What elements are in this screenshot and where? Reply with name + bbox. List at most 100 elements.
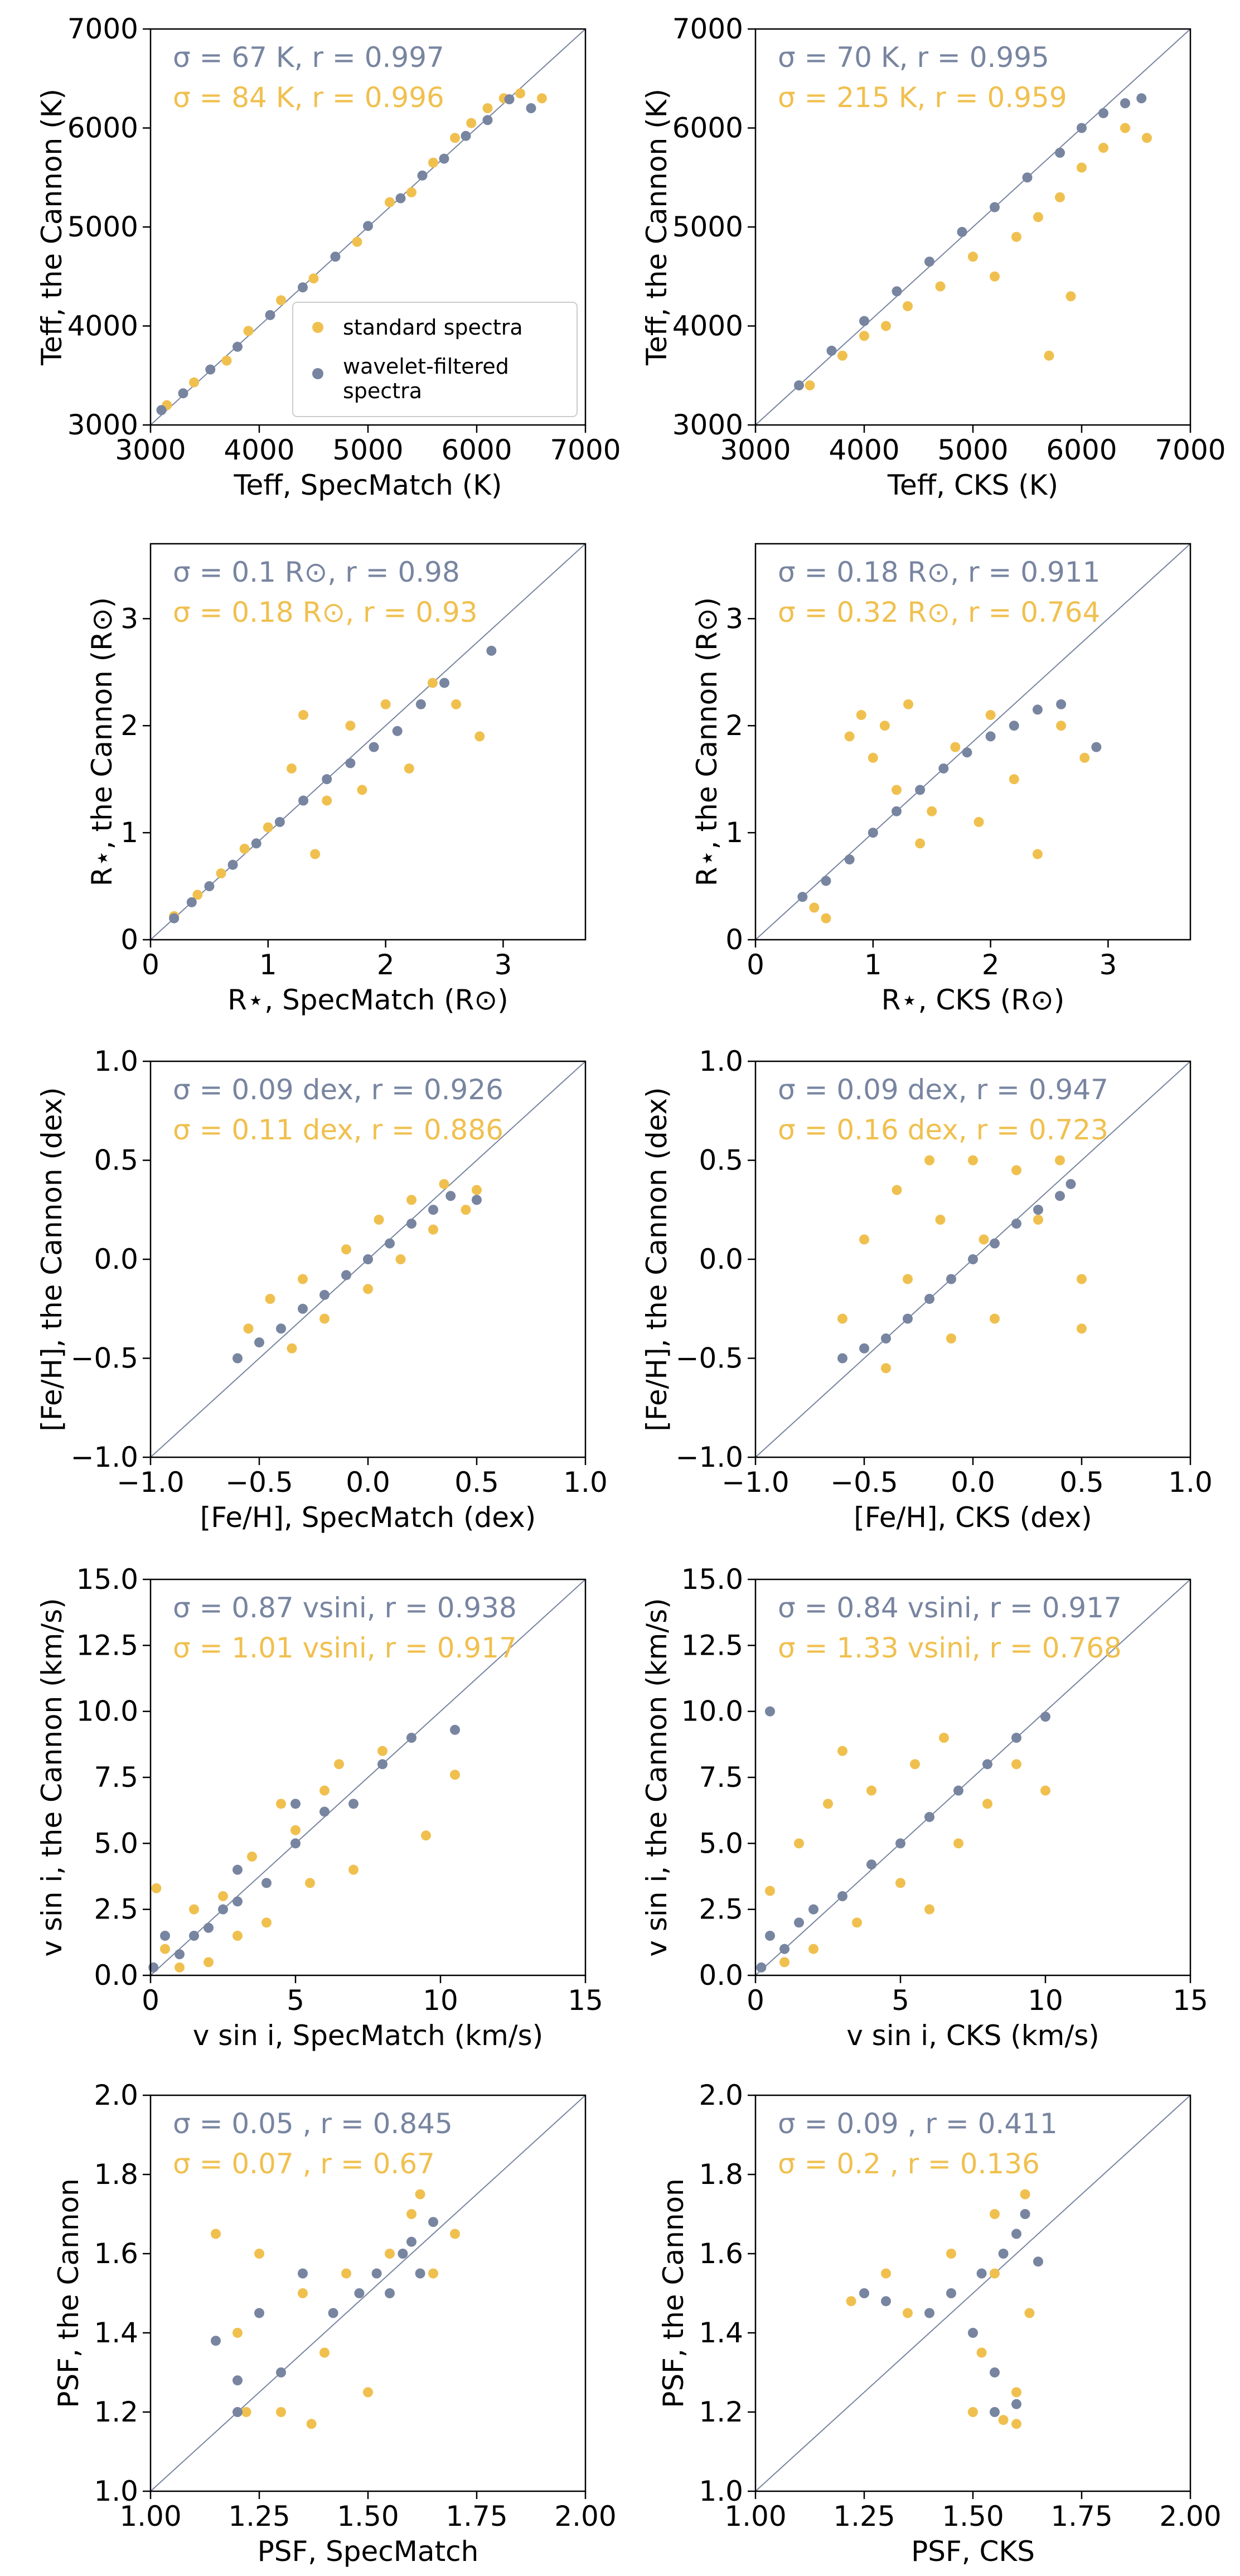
data-point [472, 1185, 482, 1195]
stats-wavelet: σ = 0.18 R⊙, r = 0.911 [778, 556, 1100, 588]
x-tick-label: 10 [423, 1984, 458, 2017]
data-point [160, 1944, 170, 1954]
y-tick-label: 7000 [672, 13, 743, 45]
y-tick-label: 0.0 [94, 1959, 138, 1992]
series-standard [837, 1155, 1087, 1374]
y-tick-label: −1.0 [71, 1441, 138, 1473]
data-point [924, 1904, 934, 1915]
one-to-one-line [755, 1579, 1191, 1976]
data-point [322, 774, 332, 785]
panel-psf-specmatch: 1.00 1.25 1.50 1.75 2.00 1.0 1.2 1.4 1.6 1.8 2.0 PS… [52, 2079, 617, 2568]
data-point [1077, 1323, 1087, 1334]
data-point [837, 1353, 847, 1364]
data-point [276, 1799, 286, 1809]
x-tick-label: 0.0 [951, 1466, 995, 1499]
data-point [369, 742, 379, 752]
data-point [1077, 1274, 1087, 1284]
data-point [1011, 2229, 1021, 2239]
data-point [881, 321, 891, 331]
series-standard [211, 2189, 460, 2429]
data-point [859, 2288, 869, 2298]
x-tick-label: −1.0 [117, 1466, 184, 1499]
data-point [306, 2419, 317, 2429]
data-point [794, 380, 804, 390]
y-tick-label: 5.0 [94, 1827, 138, 1859]
data-point [186, 897, 197, 907]
series-standard [765, 1733, 1050, 1968]
series-wavelet [859, 2209, 1043, 2417]
legend-marker-standard [312, 322, 323, 333]
data-point [968, 2328, 978, 2338]
data-point [205, 364, 216, 375]
data-point [846, 2296, 856, 2307]
data-point [881, 1333, 891, 1343]
data-point [363, 1254, 373, 1264]
data-point [809, 902, 820, 913]
y-tick-label: 2 [120, 709, 138, 742]
y-tick-label: 10.0 [681, 1695, 743, 1728]
series-standard [805, 123, 1152, 390]
y-tick-label: 2.0 [699, 2079, 743, 2111]
y-tick-label: 0 [120, 924, 138, 956]
data-point [1033, 212, 1043, 223]
x-tick-label: 5000 [937, 434, 1008, 466]
data-point [232, 1353, 243, 1364]
x-tick-label: 0.0 [346, 1466, 390, 1499]
data-point [892, 286, 902, 297]
data-point [243, 326, 254, 336]
data-point [1020, 2189, 1030, 2200]
one-to-one-line [150, 2095, 586, 2492]
data-point [482, 115, 493, 125]
stats-standard: σ = 0.32 R⊙, r = 0.764 [778, 596, 1100, 629]
x-tick-label: 3000 [720, 434, 791, 466]
data-point [450, 133, 460, 143]
data-point [218, 1891, 228, 1901]
x-tick-label: 4000 [829, 434, 899, 466]
data-point [254, 1337, 264, 1348]
data-point [232, 1896, 243, 1907]
data-point [1009, 774, 1019, 785]
data-point [439, 1179, 449, 1190]
y-axis-label: Teff, the Cannon (K) [641, 89, 673, 366]
y-tick-label: 6000 [67, 112, 138, 144]
x-tick-label: 3 [495, 949, 512, 981]
data-point [946, 1333, 956, 1343]
data-point [903, 301, 913, 311]
data-point [406, 1733, 416, 1743]
data-point [973, 816, 984, 827]
y-tick-label: 1.0 [94, 1045, 138, 1077]
x-tick-label: 4000 [224, 434, 294, 466]
y-tick-label: 1.2 [699, 2396, 743, 2428]
y-tick-label: 0.5 [699, 1144, 743, 1177]
data-point [881, 2268, 891, 2279]
data-point [976, 2347, 987, 2358]
y-tick-label: 12.5 [681, 1629, 743, 1661]
data-point [1098, 143, 1108, 153]
data-point [385, 2249, 395, 2259]
series-wavelet [797, 699, 1102, 902]
data-point [461, 1205, 471, 1215]
data-point [211, 2336, 221, 2346]
data-point [305, 1878, 315, 1888]
data-point [461, 131, 471, 141]
x-tick-label: −0.5 [225, 1466, 293, 1499]
data-point [385, 197, 395, 207]
data-point [1032, 849, 1043, 859]
data-point [428, 1224, 438, 1235]
x-tick-label: 2 [377, 949, 395, 981]
data-point [151, 1883, 162, 1893]
data-point [352, 236, 362, 247]
x-tick-label: 0 [747, 1984, 764, 2017]
data-point [406, 2209, 416, 2219]
data-point [968, 1155, 978, 1166]
stats-standard: σ = 84 K, r = 0.996 [173, 81, 444, 114]
data-point [866, 1859, 876, 1870]
y-tick-label: 3000 [67, 409, 138, 441]
data-point [1033, 2256, 1043, 2267]
data-point [968, 252, 978, 262]
data-point [953, 1838, 963, 1849]
data-point [380, 699, 391, 709]
data-point [232, 2375, 243, 2386]
x-tick-label: 10 [1028, 1984, 1063, 2017]
y-tick-label: 2.0 [94, 2079, 138, 2111]
